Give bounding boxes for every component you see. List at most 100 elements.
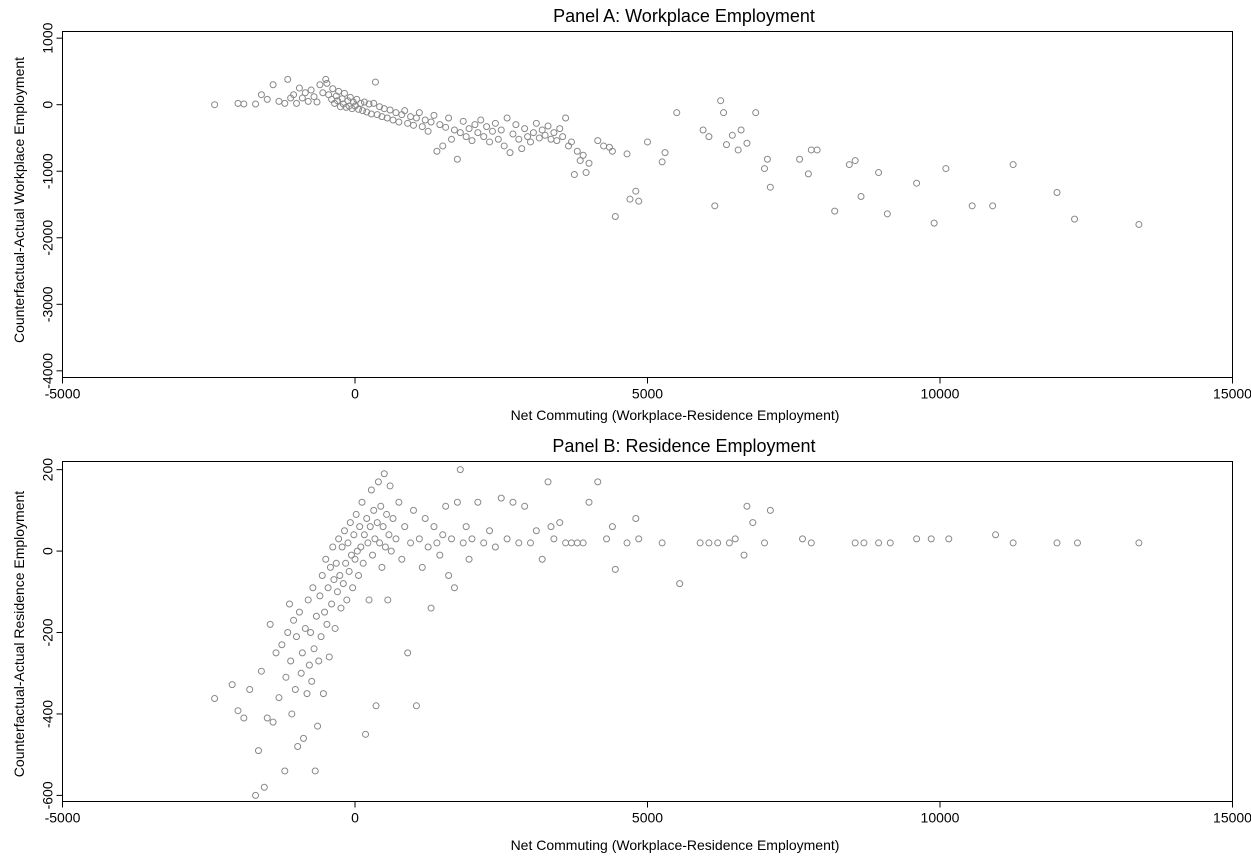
panel-b-data-point: [342, 559, 350, 567]
panel-b-data-point: [329, 543, 337, 551]
panel-a-data-point: [371, 78, 379, 86]
panel-b-data-point: [311, 767, 319, 775]
panel-b-data-point: [480, 539, 488, 547]
panel-b-data-point: [927, 535, 935, 543]
panel-b-data-point: [335, 535, 343, 543]
panel-a-data-point: [524, 133, 532, 141]
panel-a-data-point: [412, 114, 420, 122]
panel-b-x-tick-label: -5000: [45, 810, 81, 826]
panel-b-data-point: [356, 523, 364, 531]
panel-a-data-point: [363, 108, 371, 116]
panel-a-data-point: [322, 75, 330, 83]
panel-a-data-point: [407, 113, 415, 121]
panel-a-data-point: [448, 135, 456, 143]
panel-b-data-point: [1073, 539, 1081, 547]
panel-b-data-point: [285, 600, 293, 608]
panel-a-data-point: [989, 202, 997, 210]
panel-b-data-point: [465, 555, 473, 563]
panel-a-data-point: [570, 171, 578, 179]
panel-a-data-point: [734, 146, 742, 154]
panel-a-data-point: [529, 129, 537, 137]
panel-a-data-point: [319, 89, 327, 97]
panel-a: Panel A: Workplace Employment -5000 0 5000…: [11, 6, 1251, 423]
panel-b-data-point: [314, 722, 322, 730]
panel-b-data-point: [307, 629, 315, 637]
panel-a-data-point: [875, 169, 883, 177]
panel-b-data-point: [377, 502, 385, 510]
panel-a-data-point: [269, 81, 277, 89]
panel-b-data-point: [407, 539, 415, 547]
panel-a-y-tick-label: -3000: [40, 286, 56, 322]
panel-b-data-point: [436, 551, 444, 559]
panel-b-data-point: [743, 502, 751, 510]
panel-b-data-point: [379, 523, 387, 531]
panel-b-data-point: [257, 667, 265, 675]
panel-b-data-point: [252, 791, 260, 799]
panel-a-data-point: [211, 101, 219, 109]
panel-a-y-tick-label: -1000: [40, 153, 56, 189]
panel-b-data-point: [442, 502, 450, 510]
panel-a-data-point: [301, 89, 309, 97]
panel-b-data-point: [331, 624, 339, 632]
panel-a-data-point: [851, 157, 859, 165]
panel-a-data-point: [728, 131, 736, 139]
panel-b-data-point: [364, 539, 372, 547]
panel-a-data-point: [497, 126, 505, 134]
panel-a-data-point: [365, 100, 373, 108]
panel-a-data-point: [544, 122, 552, 130]
panel-a-data-point: [506, 149, 514, 157]
panel-b-data-point: [378, 563, 386, 571]
panel-a-data-point: [395, 118, 403, 126]
panel-a-y-tick-label: 0: [40, 101, 56, 109]
panel-b-data-point: [491, 543, 499, 551]
panel-a-data-point: [611, 212, 619, 220]
panel-b-data-point: [333, 588, 341, 596]
panel-a-data-point: [340, 89, 348, 97]
panel-b-data-point: [294, 743, 302, 751]
panel-b-y-tick-label: -400: [40, 700, 56, 728]
panel-a-y-axis-label: Counterfactual-Actual Workplace Employme…: [11, 57, 27, 343]
panel-a-data-point: [494, 135, 502, 143]
panel-b-x-axis-label: Net Commuting (Workplace-Residence Emplo…: [511, 837, 840, 853]
panel-a-data-point: [307, 86, 315, 94]
panel-b-x-tick-label: 5000: [632, 810, 663, 826]
panel-a-data-point: [576, 157, 584, 165]
panel-a-data-point: [556, 125, 564, 133]
panel-a-data-point: [608, 147, 616, 155]
panel-b-data-point: [421, 515, 429, 523]
panel-a-x-tick-label: 10000: [921, 386, 960, 402]
panel-a-data-point: [567, 138, 575, 146]
panel-a-data-point: [1135, 220, 1143, 228]
panel-b-data-point: [623, 539, 631, 547]
panel-b-data-point: [323, 620, 331, 628]
panel-b-title: Panel B: Residence Employment: [552, 436, 815, 456]
panel-b-data-point: [357, 543, 365, 551]
panel-a-y-tick-label: 1000: [40, 22, 56, 53]
panel-a-data-point: [550, 129, 558, 137]
panel-a-data-point: [252, 100, 260, 108]
panel-b-x-tick-label: 10000: [921, 810, 960, 826]
panel-a-data-point: [582, 169, 590, 177]
panel-a-data-point: [883, 210, 891, 218]
panel-b-data-point: [410, 506, 417, 514]
panel-b-data-point: [347, 551, 355, 559]
panel-a-data-point: [644, 138, 651, 146]
panel-a-x-tick-label: 0: [351, 386, 359, 402]
panel-a-data-point: [293, 99, 300, 107]
panel-b-data-point: [316, 592, 324, 600]
panel-b-data-point: [328, 600, 336, 608]
panel-b-data-point: [415, 535, 423, 543]
panel-b-data-point: [731, 535, 739, 543]
panel-a-data-point: [355, 105, 363, 113]
panel-b-data-point: [547, 523, 555, 531]
panel-b-data-point: [1053, 539, 1061, 547]
panel-a-data-point: [290, 91, 298, 99]
panel-b-data-point: [611, 565, 619, 573]
panel-b-data-point: [211, 694, 219, 702]
panel-b-y-axis: -600 -400 -200 0 200: [40, 458, 63, 809]
panel-a-data-point: [752, 109, 760, 117]
panel-b-y-tick-label: -200: [40, 618, 56, 646]
panel-b-data-point: [608, 523, 616, 531]
panel-b-data-point: [424, 543, 432, 551]
panel-b-data-point: [497, 494, 505, 502]
